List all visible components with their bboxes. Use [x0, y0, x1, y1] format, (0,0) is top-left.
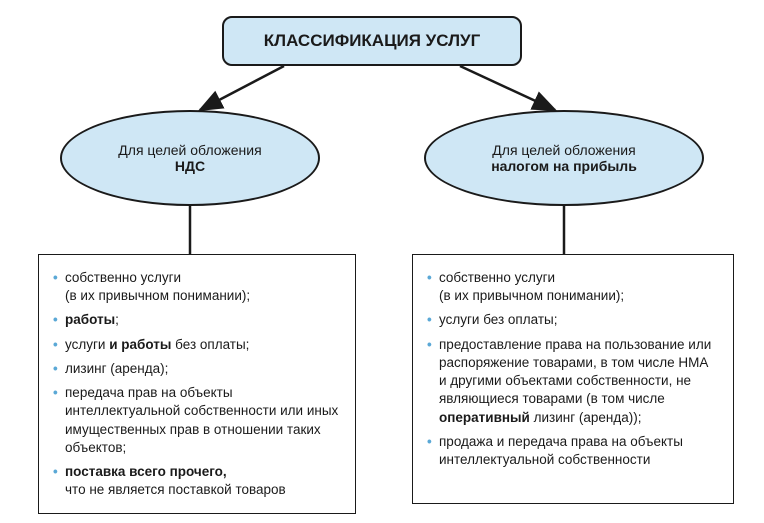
item-list: • собственно услуги(в их привычном понима…	[427, 269, 719, 469]
list-item: • собственно услуги(в их привычном понима…	[427, 269, 719, 305]
ellipse-line2: налогом на прибыль	[491, 158, 637, 174]
list-item-text: предоставление права на пользование или …	[439, 337, 711, 425]
bullet-icon: •	[427, 269, 432, 287]
connector-line	[460, 66, 555, 110]
list-item-text: продажа и передача права на объекты инте…	[439, 434, 683, 467]
list-item-text: поставка всего прочего,что не является п…	[65, 464, 286, 497]
bullet-icon: •	[53, 360, 58, 378]
bullet-icon: •	[53, 269, 58, 287]
connector-line	[200, 66, 284, 110]
list-item: • работы;	[53, 311, 341, 329]
list-item: • собственно услуги(в их привычном понима…	[53, 269, 341, 305]
bullet-icon: •	[53, 384, 58, 402]
list-item: • продажа и передача права на объекты инт…	[427, 433, 719, 469]
list-item: • услуги и работы без оплаты;	[53, 336, 341, 354]
list-item-text: работы;	[65, 312, 119, 327]
list-item: • поставка всего прочего,что не является …	[53, 463, 341, 499]
bullet-icon: •	[427, 336, 432, 354]
list-item-text: услуги без оплаты;	[439, 312, 557, 327]
bullet-icon: •	[53, 311, 58, 329]
list-item-text: лизинг (аренда);	[65, 361, 168, 376]
list-item-text: передача прав на объекты интеллектуально…	[65, 385, 338, 455]
branch-box-profit: • собственно услуги(в их привычном понима…	[412, 254, 734, 504]
ellipse-line1: Для целей обложения	[492, 142, 635, 158]
list-item-text: собственно услуги(в их привычном пониман…	[65, 270, 250, 303]
bullet-icon: •	[53, 336, 58, 354]
list-item: • услуги без оплаты;	[427, 311, 719, 329]
list-item: • передача прав на объекты интеллектуальн…	[53, 384, 341, 457]
branch-box-vat: • собственно услуги(в их привычном понима…	[38, 254, 356, 514]
list-item: • лизинг (аренда);	[53, 360, 341, 378]
ellipse-line2: НДС	[175, 158, 205, 174]
ellipse-line1: Для целей обложения	[118, 142, 261, 158]
diagram-canvas: КЛАССИФИКАЦИЯ УСЛУГ Для целей обложенияН…	[0, 0, 764, 523]
branch-ellipse-vat: Для целей обложенияНДС	[60, 110, 320, 206]
list-item: • предоставление права на пользование или…	[427, 336, 719, 427]
bullet-icon: •	[53, 463, 58, 481]
bullet-icon: •	[427, 433, 432, 451]
diagram-title-text: КЛАССИФИКАЦИЯ УСЛУГ	[264, 31, 480, 51]
branch-ellipse-profit: Для целей обложенияналогом на прибыль	[424, 110, 704, 206]
list-item-text: услуги и работы без оплаты;	[65, 337, 249, 352]
diagram-title: КЛАССИФИКАЦИЯ УСЛУГ	[222, 16, 522, 66]
list-item-text: собственно услуги(в их привычном пониман…	[439, 270, 624, 303]
item-list: • собственно услуги(в их привычном понима…	[53, 269, 341, 499]
bullet-icon: •	[427, 311, 432, 329]
